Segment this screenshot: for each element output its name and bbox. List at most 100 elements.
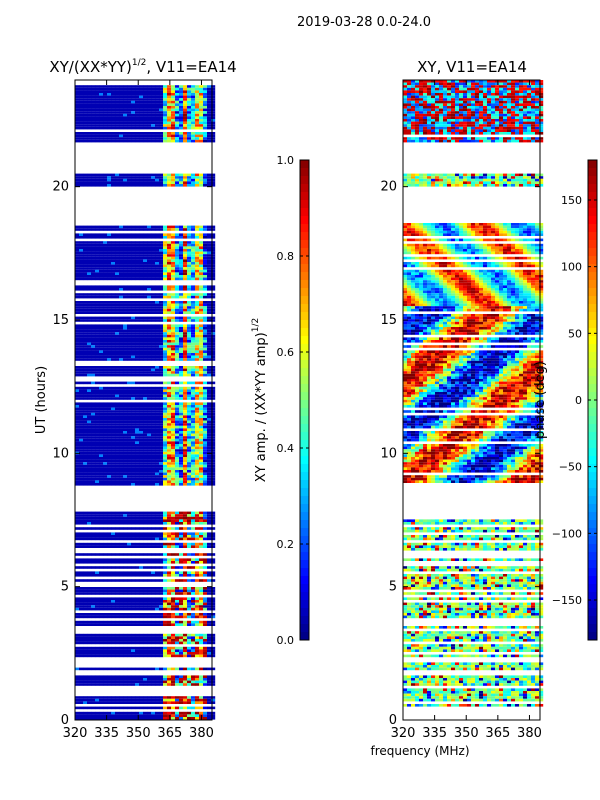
heat-cell [99,405,104,408]
heat-cell [111,301,116,304]
heat-cell [175,353,180,356]
heat-cell [207,228,212,231]
heat-cell [155,423,160,426]
heat-cell [123,607,128,611]
heat-cell [75,483,80,486]
heat-cell [163,449,168,452]
heat-cell [159,337,164,340]
heat-cell [99,418,104,421]
heat-cell [135,633,140,637]
heat-cell [147,558,152,561]
heat-cell [75,95,80,99]
heat-cell [195,457,200,460]
heat-cell [95,249,100,252]
heat-cell [91,371,96,374]
heat-cell [195,470,200,473]
heat-cell [79,605,84,608]
heat-cell [171,319,176,322]
heat-cell [183,397,188,400]
heat-cell [75,139,80,143]
heat-cell [175,449,180,452]
heat-cell [175,386,180,390]
heat-cell [83,111,88,114]
heat-cell [123,337,128,340]
heat-cell [143,579,148,582]
heat-cell [211,288,216,291]
heat-cell [187,124,192,127]
heat-cell [143,397,148,400]
heat-cell [107,134,112,138]
heat-cell [155,407,160,411]
heat-cell [195,329,200,333]
heat-cell [211,532,216,535]
heat-cell [127,516,132,520]
heat-cell [163,345,168,348]
heat-cell [95,532,100,535]
heat-cell [151,459,156,463]
heat-cell [103,467,108,470]
heat-cell [99,407,104,411]
heat-cell [107,293,112,296]
heat-cell [187,537,192,541]
heat-cell [167,178,172,182]
heat-cell [147,392,152,395]
heat-cell [83,337,88,340]
heat-cell [211,262,216,265]
heat-cell [195,428,200,431]
heat-cell [123,228,128,231]
heat-cell [103,537,108,541]
heat-cell [199,423,204,426]
heat-cell [167,477,172,481]
heat-cell [167,472,172,476]
heat-cell [99,613,104,616]
heat-cell [187,423,192,426]
heat-cell [75,113,80,117]
heat-cell [131,124,136,127]
heat-cell [127,124,132,127]
heat-cell [171,249,176,252]
heat-cell [203,553,208,556]
heat-cell [91,436,96,439]
heat-cell [127,126,132,130]
heat-cell [183,311,188,314]
heat-cell [143,522,148,525]
heat-cell [175,527,180,530]
heat-cell [83,249,88,252]
heat-cell [95,412,100,416]
heat-cell [179,483,184,486]
heat-cell [151,561,156,564]
heat-cell [127,415,132,418]
heat-cell [155,412,160,416]
heat-cell [107,537,112,541]
heat-cell [183,111,188,114]
heat-cell [147,366,152,369]
heat-cell [131,537,136,541]
heat-cell [171,394,176,398]
heat-cell [155,249,160,252]
heat-cell [159,324,164,327]
heat-cell [111,256,116,260]
heat-cell [195,451,200,455]
heat-cell [99,425,104,429]
heat-cell [83,139,88,143]
heat-cell [179,438,184,442]
heat-cell [139,620,144,624]
heat-cell [83,132,88,135]
heat-cell [211,254,216,257]
heat-cell [175,87,180,91]
heat-cell [83,613,88,616]
heat-cell [191,228,196,231]
heat-cell [123,483,128,486]
heat-cell [123,264,128,268]
heat-cell [123,241,128,244]
heat-cell [111,134,116,138]
heat-cell [143,457,148,460]
heat-cell [87,95,92,99]
heat-cell [155,332,160,335]
heat-cell [139,589,144,593]
heat-cell [75,454,80,457]
heat-cell [115,243,120,247]
heat-cell [195,358,200,361]
heat-cell [91,561,96,564]
heat-cell [171,472,176,476]
